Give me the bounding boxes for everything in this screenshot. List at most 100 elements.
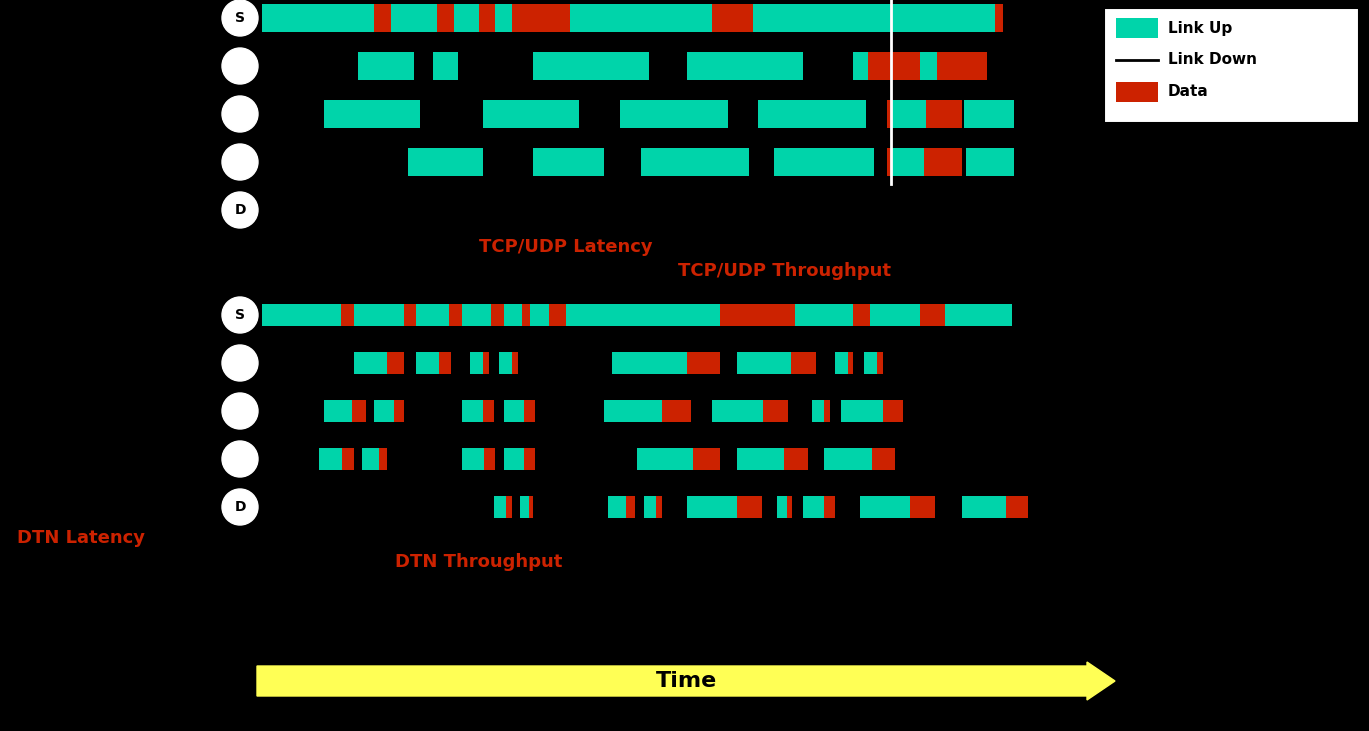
Bar — [812, 400, 824, 422]
Bar — [712, 400, 789, 422]
Bar — [319, 448, 353, 470]
Bar — [504, 304, 522, 326]
FancyArrow shape — [257, 662, 1114, 700]
Bar — [841, 400, 883, 422]
Circle shape — [222, 48, 257, 84]
Circle shape — [222, 393, 257, 429]
Circle shape — [222, 297, 257, 333]
Bar — [712, 400, 764, 422]
Bar — [643, 496, 656, 518]
Bar — [775, 148, 875, 176]
Bar — [776, 496, 791, 518]
Bar — [864, 352, 876, 374]
Bar — [565, 304, 720, 326]
Bar — [553, 4, 1003, 32]
Bar — [608, 496, 635, 518]
Bar — [500, 352, 512, 374]
Bar — [504, 400, 535, 422]
Bar — [353, 352, 387, 374]
Bar — [812, 400, 830, 422]
Bar — [461, 448, 485, 470]
Text: Time: Time — [656, 671, 716, 691]
Bar — [864, 352, 883, 374]
Text: DTN Throughput: DTN Throughput — [396, 553, 563, 571]
Bar — [643, 496, 661, 518]
Bar — [375, 400, 404, 422]
Bar — [520, 496, 533, 518]
Text: S: S — [235, 308, 245, 322]
Bar — [504, 400, 524, 422]
Bar — [835, 352, 847, 374]
Bar — [357, 52, 415, 80]
Bar — [853, 52, 868, 80]
Circle shape — [222, 0, 257, 36]
Bar — [504, 448, 535, 470]
Bar — [324, 100, 420, 128]
Text: Data: Data — [1168, 85, 1209, 99]
Bar — [461, 400, 483, 422]
Bar — [520, 496, 528, 518]
Bar — [961, 496, 1028, 518]
Bar — [887, 148, 961, 176]
Bar — [353, 352, 404, 374]
Bar — [533, 52, 649, 80]
Bar — [612, 352, 720, 374]
Bar — [604, 400, 691, 422]
Bar — [687, 496, 761, 518]
Bar — [416, 304, 449, 326]
Bar — [964, 100, 1014, 128]
Bar — [319, 448, 342, 470]
Bar — [470, 352, 489, 374]
Text: S: S — [235, 11, 245, 25]
Circle shape — [222, 489, 257, 525]
Bar — [261, 4, 375, 32]
Text: DTN Latency: DTN Latency — [16, 529, 145, 547]
Bar — [687, 496, 737, 518]
Circle shape — [222, 345, 257, 381]
Bar — [504, 448, 524, 470]
Bar — [737, 352, 791, 374]
Bar — [737, 448, 808, 470]
Bar — [470, 352, 483, 374]
Bar — [967, 148, 1014, 176]
Bar — [261, 304, 1012, 326]
Bar — [841, 400, 904, 422]
Bar — [891, 148, 924, 176]
Text: TCP/UDP Throughput: TCP/UDP Throughput — [679, 262, 891, 280]
Circle shape — [222, 192, 257, 228]
Bar — [604, 400, 661, 422]
Bar — [891, 100, 925, 128]
Text: Link Up: Link Up — [1168, 20, 1232, 36]
Bar — [461, 400, 494, 422]
Bar — [353, 304, 404, 326]
Bar — [620, 100, 728, 128]
Bar — [496, 4, 512, 32]
Text: D: D — [234, 203, 246, 217]
Bar — [571, 4, 712, 32]
Bar — [904, 52, 920, 80]
Bar — [804, 496, 824, 518]
Bar — [494, 496, 512, 518]
Bar — [637, 448, 693, 470]
Bar — [261, 304, 341, 326]
Bar — [261, 4, 553, 32]
Bar — [737, 352, 816, 374]
Bar — [533, 148, 604, 176]
Bar — [433, 52, 457, 80]
Bar — [860, 496, 910, 518]
Bar — [641, 148, 749, 176]
Bar — [936, 52, 987, 80]
Circle shape — [222, 96, 257, 132]
Bar — [375, 400, 394, 422]
Bar — [361, 448, 379, 470]
Text: Link Down: Link Down — [1168, 53, 1257, 67]
Bar — [500, 352, 517, 374]
Text: TCP/UDP Latency: TCP/UDP Latency — [479, 238, 652, 256]
Bar — [887, 100, 961, 128]
Bar — [835, 352, 853, 374]
Bar — [757, 100, 867, 128]
Bar — [1116, 18, 1158, 38]
Bar — [1103, 8, 1359, 123]
Bar — [494, 496, 507, 518]
Bar — [324, 400, 352, 422]
